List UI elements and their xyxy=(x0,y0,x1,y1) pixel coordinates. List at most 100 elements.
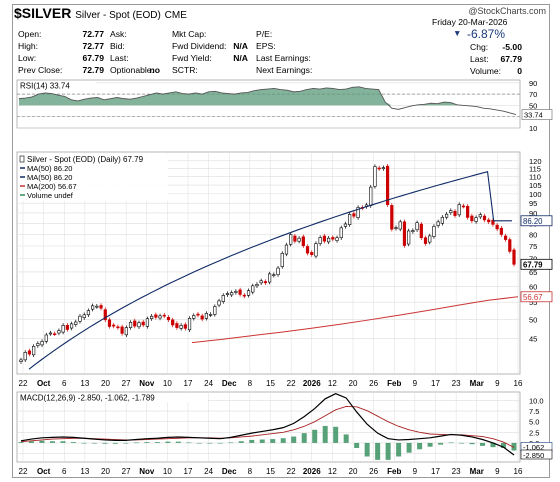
quote-label: Fwd Dividend: xyxy=(172,41,227,51)
down-arrow-icon: ▼ xyxy=(453,28,462,38)
candle-up xyxy=(91,305,95,310)
candle-up xyxy=(407,230,411,245)
macd-x-axis-label: 10 xyxy=(163,467,172,476)
candle-up xyxy=(314,243,318,257)
quote-label: Volume: xyxy=(470,66,502,76)
candle-up xyxy=(369,186,373,206)
candle-up xyxy=(259,280,263,284)
candle-down xyxy=(116,326,120,329)
quote-label: Prev Close: xyxy=(18,65,63,75)
macd-legend-bg xyxy=(18,393,208,402)
macd-histogram-bar xyxy=(60,441,66,443)
candle-down xyxy=(377,167,381,170)
candle-down xyxy=(331,237,335,240)
candle-up xyxy=(381,167,385,170)
candle-down xyxy=(453,210,457,216)
change-percent: -6.87% xyxy=(467,27,506,41)
quote-label: Ask: xyxy=(110,29,127,39)
macd-x-axis-label: 20 xyxy=(349,467,358,476)
candle-up xyxy=(318,237,322,244)
quote-label: Next Earnings: xyxy=(256,65,313,75)
price-last-value-box xyxy=(520,258,553,270)
candle-up xyxy=(124,327,128,336)
macd-histogram-bar xyxy=(154,442,160,443)
candle-down xyxy=(162,314,166,317)
x-axis-label: 20 xyxy=(349,379,358,388)
candle-up xyxy=(225,293,230,295)
macd-x-axis-label: Mar xyxy=(470,467,484,476)
candle-up xyxy=(179,325,183,329)
candle-up xyxy=(339,227,343,239)
quote-label: Low: xyxy=(18,53,37,63)
candle-up xyxy=(32,346,36,356)
rsi-last-value: 33.74 xyxy=(524,111,543,120)
macd-histogram-bar xyxy=(364,442,370,457)
price-legend-entry: MA(50) 86.20 xyxy=(27,164,72,173)
macd-x-axis-label: 27 xyxy=(122,467,131,476)
macd-histogram-bar xyxy=(102,442,108,444)
candle-up xyxy=(478,214,482,218)
macd-x-axis-label: 12 xyxy=(328,467,337,476)
rsi-line xyxy=(18,86,517,116)
macd-histogram-bar xyxy=(270,439,276,443)
macd-histogram-bar xyxy=(427,442,433,447)
candle-up xyxy=(23,352,27,361)
macd-histogram-bar xyxy=(480,442,486,446)
quote-value: -5.00 xyxy=(502,42,522,52)
candle-down xyxy=(99,305,103,309)
macd-histogram-bar xyxy=(448,442,454,444)
candle-down xyxy=(27,350,32,355)
ma200-last-value: 56.67 xyxy=(523,293,543,302)
macd-x-axis-label: 6 xyxy=(62,467,67,476)
macd-histogram-bar xyxy=(196,442,202,444)
macd-x-axis-label: 17 xyxy=(431,467,440,476)
macd-histogram-bar xyxy=(301,433,307,443)
macd-x-axis-label: 26 xyxy=(369,467,378,476)
candle-up xyxy=(221,295,225,302)
macd-x-axis-label: 2026 xyxy=(303,467,321,476)
x-axis-label: Dec xyxy=(222,379,237,388)
macd-histogram-bar xyxy=(490,442,496,448)
macd-signal-line xyxy=(20,405,515,448)
macd-histogram-bar xyxy=(217,442,223,444)
x-axis-label: 22 xyxy=(19,379,28,388)
quote-value: 72.77 xyxy=(82,29,104,39)
candle-down xyxy=(238,289,242,295)
candle-down xyxy=(390,205,394,230)
candle-up xyxy=(326,237,331,243)
quote-label: Last: xyxy=(470,54,489,64)
candle-up xyxy=(128,322,133,328)
macd-histogram-bar xyxy=(396,442,402,457)
macd-last-value: -1.062 xyxy=(523,443,544,452)
candle-down xyxy=(107,319,112,327)
x-axis-label: 17 xyxy=(431,379,440,388)
candle-up xyxy=(192,315,196,319)
macd-x-axis-label: Nov xyxy=(139,467,155,476)
macd-x-axis-label: 9 xyxy=(413,467,418,476)
macd-histogram-bar xyxy=(354,442,360,448)
price-tick-label: 115 xyxy=(529,165,541,174)
macd-x-axis-label: 24 xyxy=(204,467,213,476)
macd-histogram-bar xyxy=(81,442,87,444)
candle-up xyxy=(187,318,192,331)
price-tick-label: 50 xyxy=(529,315,537,324)
quote-date: Friday 20-Mar-2026 xyxy=(432,17,508,27)
candle-up xyxy=(440,216,444,224)
macd-histogram-bar xyxy=(333,426,339,443)
candle-up xyxy=(343,223,348,227)
macd-tick-label: 10.0 xyxy=(529,396,544,405)
candle-up xyxy=(255,284,259,287)
macd-histogram-bar xyxy=(438,442,444,445)
macd-histogram-bar xyxy=(28,441,34,443)
rsi-tick-label: 50 xyxy=(529,101,537,110)
candle-up xyxy=(411,230,415,232)
candle-up xyxy=(36,343,40,346)
candle-down xyxy=(301,236,305,247)
price-last-value: 67.79 xyxy=(523,261,543,270)
candle-down xyxy=(183,324,187,329)
candle-up xyxy=(86,310,91,316)
x-axis-label: 17 xyxy=(184,379,193,388)
macd-x-axis-label: 13 xyxy=(80,467,89,476)
candle-up xyxy=(432,226,436,237)
quote-value: 0 xyxy=(517,66,522,76)
